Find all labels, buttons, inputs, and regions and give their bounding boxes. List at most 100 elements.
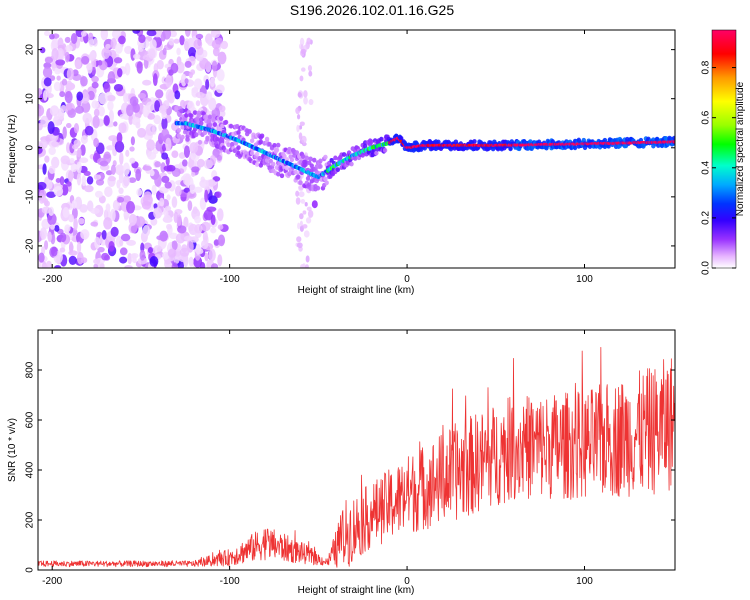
spectrogram-noise-blob	[137, 92, 147, 99]
spectrogram-noise-blob	[106, 95, 116, 101]
spectrogram-ridge-halo	[180, 124, 185, 130]
snr-ytick-label: 800	[25, 361, 36, 378]
spectrogram-noise-blob	[206, 91, 213, 101]
spectrogram-ridge-halo	[264, 136, 270, 142]
spectrogram-noise-blob	[183, 254, 189, 268]
spectrogram-ridge-halo	[300, 154, 306, 160]
spectrogram-noise-blob	[194, 223, 203, 234]
spectrogram-streak-blob	[306, 37, 312, 45]
spectrogram-noise-blob	[108, 176, 117, 182]
spectrogram-noise-blob	[194, 216, 201, 224]
spectrogram-noise-blob	[81, 56, 90, 65]
spectrogram-noise-blob	[218, 105, 226, 113]
spectrogram-noise-blob	[117, 67, 123, 78]
colorbar-tick-label: 0.4	[701, 160, 712, 174]
spectrogram-noise-blob	[65, 123, 72, 129]
spectrogram-ridge-halo	[223, 119, 229, 125]
spectrogram-noise-blob	[130, 136, 135, 146]
spectrogram-noise-blob	[163, 214, 172, 223]
spectrogram-noise-blob	[188, 256, 194, 267]
spectrogram-ridge-halo	[341, 152, 347, 157]
spectrogram-ridge-halo	[220, 123, 225, 129]
spectrogram-noise-blob	[38, 122, 43, 131]
spectrogram-noise-blob	[204, 252, 209, 262]
spectrogram-noise-blob	[51, 37, 59, 50]
spectrogram-noise-blob	[123, 174, 130, 187]
spectrogram-ridge-halo	[249, 150, 255, 156]
spectrogram-noise-blob	[189, 142, 199, 154]
spectrogram-ridge-halo	[323, 176, 328, 182]
spectrogram-streak-blob	[296, 124, 300, 133]
spectrogram-streak-blob	[299, 121, 305, 127]
spectrogram-noise-blob	[173, 255, 180, 264]
spectrogram-streak-blob	[308, 70, 313, 77]
spectrogram-ridge-halo	[207, 114, 213, 120]
spectrogram-noise-blob	[103, 82, 111, 94]
spectrogram-noise-blob	[91, 81, 99, 89]
spectrogram-noise-blob	[220, 40, 229, 50]
spectrogram-noise-blob	[193, 186, 203, 193]
spectrogram-noise-blob	[79, 36, 85, 42]
spectrogram-noise-blob	[41, 206, 51, 214]
spectrogram-noise-blob	[93, 263, 99, 268]
spectrogram-noise-blob	[50, 224, 55, 230]
spectrogram-noise-blob	[124, 45, 133, 55]
snr-xlabel: Height of straight line (km)	[298, 585, 415, 596]
spectrogram-noise-blob	[184, 60, 192, 68]
spectrogram-noise-blob	[206, 206, 217, 212]
spectrogram-noise-blob	[164, 181, 172, 189]
spectrogram-noise-blob	[183, 176, 191, 186]
spectrogram-noise-blob	[68, 214, 75, 223]
spectrogram-noise-blob	[122, 195, 131, 203]
spectrogram-noise-blob	[54, 225, 60, 232]
spectrogram-noise-blob	[38, 181, 47, 191]
spectrogram-noise-blob	[100, 30, 109, 41]
spectrogram-noise-blob	[180, 73, 187, 87]
spectrogram-noise-blob	[187, 200, 193, 212]
spectrogram-noise-blob	[119, 256, 128, 264]
spectrogram-ridge-halo	[374, 150, 379, 156]
spectrogram-noise-blob	[55, 59, 66, 66]
spectrogram-noise-blob	[101, 47, 110, 60]
spectrogram-noise-blob	[71, 200, 78, 209]
spectrogram-ridge-halo	[176, 133, 182, 139]
snr-ytick-label: 600	[25, 411, 36, 428]
spectrogram-noise-blob	[156, 59, 164, 70]
snr-xtick-label: 0	[404, 576, 410, 587]
spectrogram-streak-blob	[295, 107, 301, 115]
spectrogram-noise-blob	[68, 255, 77, 266]
spectrogram-noise-blob	[148, 48, 156, 60]
spectrogram-noise-blob	[108, 109, 115, 123]
spectrogram-noise-blob	[166, 223, 172, 230]
spectrogram-streak-blob	[299, 213, 304, 220]
spectrogram-noise-blob	[133, 53, 141, 60]
spectrogram-noise-blob	[117, 196, 125, 203]
snr-series-line	[38, 347, 675, 568]
spectrogram-noise-blob	[176, 47, 181, 56]
spectrogram-ridge-halo	[353, 156, 358, 161]
spectrogram-ytick-label: 10	[25, 93, 36, 105]
spectrogram-noise-blob	[165, 75, 172, 88]
spectrogram-noise-blob	[146, 139, 156, 151]
spectrogram-noise-blob	[130, 225, 137, 234]
spectrogram-noise-blob	[51, 246, 58, 257]
spectrogram-ridge-halo	[180, 134, 185, 140]
spectrogram-noise-blob	[82, 112, 93, 124]
spectrogram-noise-blob	[76, 161, 82, 174]
spectrogram-noise-blob	[217, 51, 227, 65]
spectrogram-noise-blob	[47, 231, 52, 243]
spectrogram-ridge-halo	[259, 133, 265, 139]
spectrogram-noise-blob	[46, 191, 57, 199]
colorbar-tick-label: 0.0	[701, 261, 712, 275]
spectrogram-ridge-halo	[197, 139, 203, 145]
spectrogram-noise-blob	[153, 114, 161, 125]
spectrogram-noise-blob	[94, 236, 101, 249]
spectrogram-noise-blob	[77, 147, 82, 158]
spectrogram-noise-blob	[65, 80, 73, 92]
spectrogram-streak-blob	[295, 197, 301, 205]
spectrogram-noise-blob	[200, 221, 211, 232]
spectrogram-noise-blob	[47, 121, 55, 135]
spectrogram-noise-blob	[136, 188, 143, 197]
